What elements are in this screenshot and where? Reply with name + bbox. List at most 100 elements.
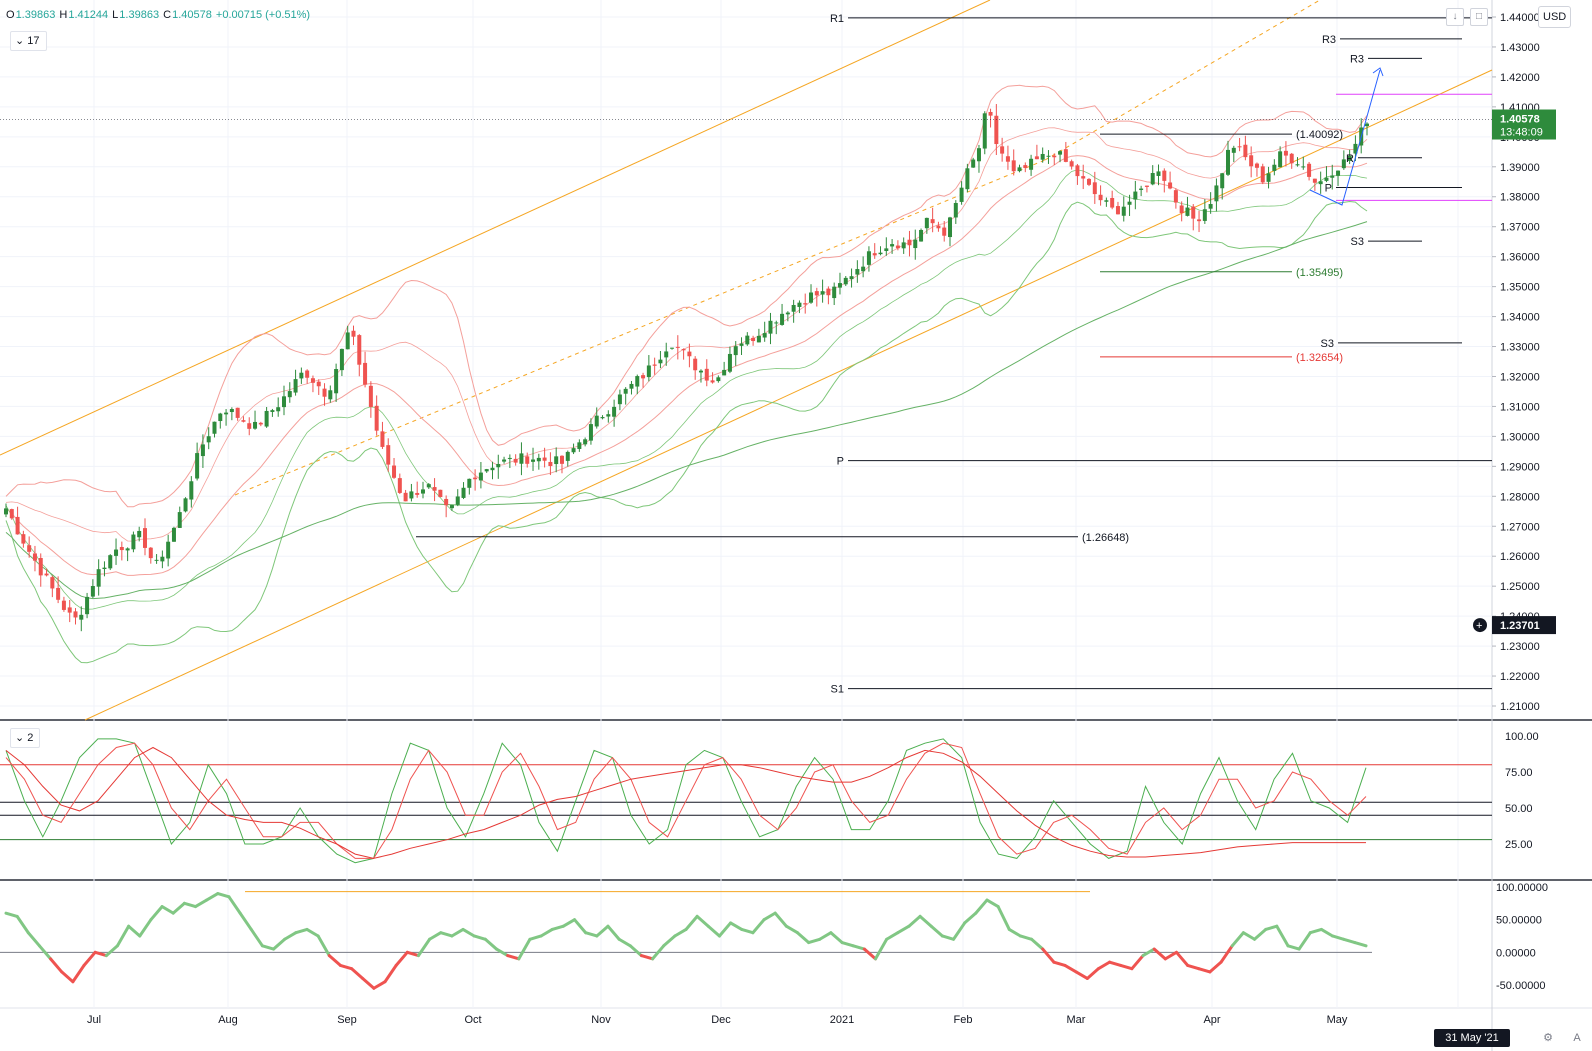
momentum-pane[interactable] (0, 891, 1372, 990)
open-label: O (6, 9, 15, 21)
gear-icon[interactable]: ⚙ (1543, 1032, 1553, 1044)
momentum-segment (361, 976, 376, 990)
candle-up (281, 396, 286, 408)
candle-up (866, 251, 871, 265)
price-axis[interactable]: 1.440001.430001.420001.410001.400001.390… (1473, 12, 1556, 992)
candle-up (1121, 206, 1126, 216)
momentum-segment (628, 944, 643, 958)
momentum-segment (82, 950, 97, 967)
candle-up (739, 343, 744, 346)
momentum-segment (818, 931, 833, 941)
candle-up (756, 335, 761, 343)
candle-up (328, 390, 333, 400)
momentum-segment (4, 911, 19, 918)
candle-up (478, 472, 483, 481)
momentum-segment (472, 934, 487, 941)
candle-up (948, 217, 953, 238)
candle-up (594, 415, 599, 427)
candle-up (612, 406, 617, 417)
candle-up (160, 556, 165, 562)
candle-up (536, 457, 541, 462)
oscillator-series (5, 746, 1366, 859)
momentum-segment (974, 898, 989, 915)
add-icon[interactable] (1473, 618, 1487, 633)
candle-up (1295, 164, 1300, 166)
momentum-segment (1197, 967, 1212, 974)
last-price-badge (1492, 109, 1556, 140)
bollinger-lower-band (5, 200, 1368, 664)
momentum-segment (483, 937, 498, 951)
candle-up (264, 410, 269, 427)
keltner-upper (5, 127, 1368, 542)
candle-down (1052, 155, 1057, 158)
momentum-tick-label: -50.00000 (1496, 980, 1546, 992)
momentum-segment (1074, 970, 1089, 980)
candle-up (276, 407, 281, 412)
candle-up (1202, 209, 1207, 221)
candle-down (316, 381, 321, 387)
candle-up (843, 277, 848, 285)
crosshair-price-value: 1.23701 (1500, 620, 1540, 632)
candle-up (1330, 175, 1335, 178)
candle-up (878, 252, 883, 255)
candle-down (542, 457, 547, 461)
candle-down (9, 509, 14, 519)
momentum-segment (461, 927, 476, 938)
candle-down (15, 516, 20, 535)
candle-up (791, 304, 796, 312)
candle-up (554, 456, 559, 465)
candle-down (1023, 165, 1028, 168)
candle-up (1127, 201, 1132, 205)
momentum-segment (1141, 947, 1156, 958)
indicator-toggle-main[interactable]: ⌄ 17 (10, 31, 47, 51)
momentum-segment (350, 967, 365, 980)
price-annotation-label: (1.32654) (1296, 352, 1343, 364)
momentum-segment (595, 924, 610, 938)
candle-up (90, 586, 95, 597)
momentum-segment (1130, 954, 1145, 971)
maximize-icon[interactable]: □ (1470, 8, 1488, 26)
candle-up (924, 217, 929, 229)
candle-down (415, 492, 420, 495)
momentum-segment (1241, 931, 1257, 941)
momentum-segment (1353, 941, 1368, 948)
candle-up (670, 347, 675, 349)
momentum-segment (840, 941, 855, 948)
stochastic-pane[interactable] (0, 738, 1492, 864)
candle-up (959, 187, 964, 202)
candle-down (652, 364, 657, 366)
main-price-pane[interactable]: R1 R3 R3 P S1 P S3 S3 R(1.40092) (1.35495) (1.3265… (0, 0, 1493, 721)
momentum-segment (1275, 924, 1290, 948)
momentum-segment (1096, 960, 1112, 971)
candle-down (1110, 197, 1115, 208)
candle-up (762, 333, 767, 338)
candle-down (710, 380, 715, 383)
currency-label[interactable]: USD (1538, 6, 1572, 28)
momentum-segment (807, 937, 822, 945)
candle-up (1318, 181, 1323, 185)
momentum-segment (439, 931, 454, 938)
y-tick-label: 1.44000 (1500, 12, 1540, 24)
momentum-segment (49, 957, 64, 974)
time-axis[interactable]: Jul Aug Sep Oct Nov Dec 2021 Feb Mar Apr May (87, 1014, 1348, 1026)
candle-up (588, 424, 593, 441)
candle-down (1011, 160, 1016, 172)
momentum-segment (272, 937, 287, 951)
auto-scale-button[interactable]: A (1573, 1032, 1581, 1044)
candle-down (32, 553, 37, 561)
indicator-toggle-oscillator[interactable]: ⌄ 2 (10, 728, 41, 748)
candle-up (785, 312, 790, 315)
candle-down (930, 219, 935, 224)
candle-up (1139, 188, 1144, 190)
y-tick-label: 1.42000 (1500, 72, 1540, 84)
candle-down (1098, 194, 1103, 201)
momentum-segment (639, 954, 655, 961)
candle-up (658, 359, 663, 364)
candle-up (780, 313, 785, 325)
y-tick-label: 1.43000 (1500, 42, 1540, 54)
candle-down (305, 370, 310, 378)
candle-down (258, 422, 263, 425)
high-label: H (59, 9, 68, 21)
arrow-down-icon[interactable]: ↓ (1446, 8, 1464, 26)
